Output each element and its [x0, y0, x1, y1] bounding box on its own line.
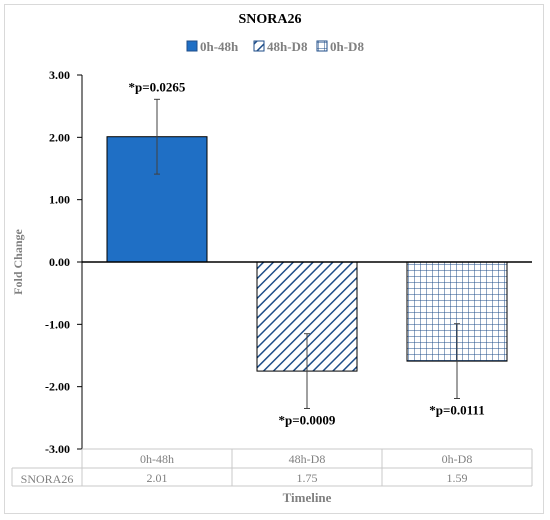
- annotations: *p=0.0265 *p=0.0009 *p=0.0111: [129, 79, 485, 427]
- table-cell-value: 2.01: [147, 471, 168, 485]
- y-axis-label: Fold Change: [11, 228, 25, 294]
- x-tick-label: 48h-D8: [289, 452, 326, 466]
- legend-swatch-0h-D8: [316, 40, 328, 52]
- table-cell-value: 1.75: [297, 471, 318, 485]
- error-bar-48h-D8: [304, 333, 310, 409]
- error-bar-0h-D8: [454, 323, 460, 400]
- legend-item-0h-D8: 0h-D8: [316, 39, 364, 54]
- annotation-48h-D8: *p=0.0009: [279, 412, 336, 427]
- error-bar-0h-48h: [154, 98, 160, 175]
- legend-label-0h-48h: 0h-48h: [200, 39, 239, 54]
- chart-title: SNORA26: [238, 12, 301, 27]
- legend: 0h-48h 48h-D8 0h-D8: [186, 39, 364, 54]
- y-tick-label: 3.00: [49, 68, 70, 82]
- y-axis: 3.00 2.00 1.00 0.00 -1.00 -2.00 -3.00: [45, 68, 83, 456]
- table-row-label: SNORA26: [21, 472, 74, 486]
- annotation-0h-48h: *p=0.0265: [129, 79, 186, 94]
- error-bars: [154, 98, 460, 409]
- chart-frame: [4, 4, 544, 514]
- x-tick-label: 0h-48h: [140, 452, 174, 466]
- table-cell-value: 1.59: [447, 471, 468, 485]
- legend-swatch-0h-48h: [186, 40, 198, 52]
- annotation-0h-D8: *p=0.0111: [429, 403, 484, 418]
- x-axis-label: Timeline: [283, 490, 332, 505]
- y-tick-label: 1.00: [49, 193, 70, 207]
- legend-swatch-48h-D8: [253, 40, 265, 52]
- data-table: SNORA26 0h-48h 2.01 48h-D8 1.75 0h-D8 1.59: [11, 448, 533, 487]
- y-tick-label: -3.00: [45, 442, 70, 456]
- y-tick-label: 2.00: [49, 130, 70, 144]
- y-tick-label: 0.00: [49, 255, 70, 269]
- x-tick-label: 0h-D8: [442, 452, 473, 466]
- legend-label-0h-D8: 0h-D8: [330, 39, 364, 54]
- y-tick-label: -2.00: [45, 380, 70, 394]
- y-tick-label: -1.00: [45, 317, 70, 331]
- legend-item-0h-48h: 0h-48h: [186, 39, 239, 54]
- legend-label-48h-D8: 48h-D8: [267, 39, 308, 54]
- legend-item-48h-D8: 48h-D8: [253, 39, 308, 54]
